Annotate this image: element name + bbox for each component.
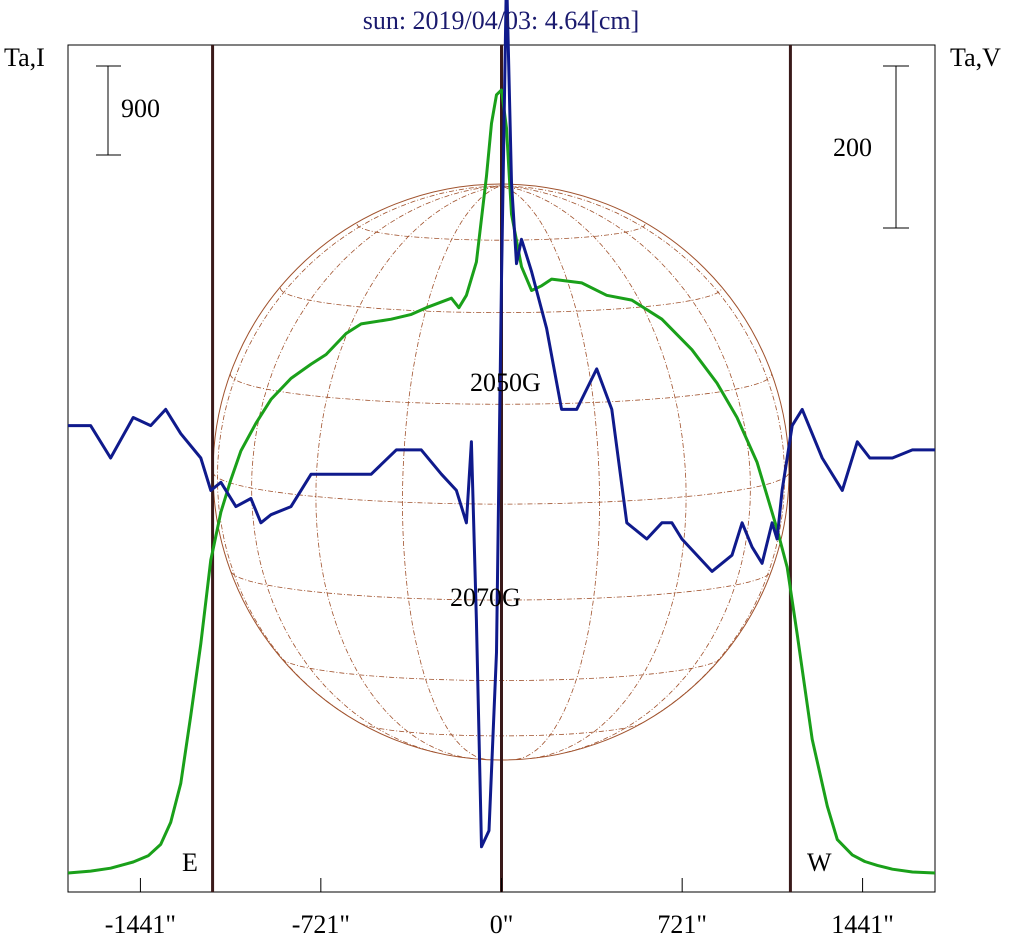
- longitude-line: [500, 185, 600, 760]
- polarization-series-line: [68, 0, 935, 849]
- x-tick-label: 0": [490, 910, 514, 939]
- intensity-series-line: [67, 88, 936, 875]
- east-label: E: [182, 848, 198, 877]
- x-tick-label: 1441": [831, 910, 894, 939]
- x-tick-labels: -1441" -721" 0" 721" 1441": [105, 910, 894, 939]
- longitude-line: [500, 185, 786, 716]
- min-field-label: 2070G: [450, 583, 521, 612]
- max-field-label: 2050G: [470, 368, 541, 397]
- longitude-line: [500, 185, 751, 753]
- x-tick-label: -721": [292, 910, 350, 939]
- latitude-line: [230, 374, 772, 405]
- west-label: W: [807, 848, 832, 877]
- series-layer: [67, 0, 936, 875]
- right-scale-label: 200: [833, 133, 872, 162]
- longitude-line: [500, 185, 687, 759]
- longitude-line: [402, 185, 502, 760]
- x-axis-ticks: [139, 878, 864, 892]
- x-tick-label: 721": [657, 910, 707, 939]
- x-tick-label: -1441": [105, 910, 176, 939]
- left-axis-label: Ta,I: [4, 43, 45, 72]
- longitude-line: [251, 185, 502, 753]
- right-scale-bar: [883, 65, 909, 229]
- chart-title: sun: 2019/04/03: 4.64[cm]: [363, 6, 640, 35]
- limb-lines: [211, 45, 792, 892]
- longitude-line: [216, 185, 502, 716]
- right-axis-label: Ta,V: [950, 43, 1001, 72]
- left-scale-label: 900: [121, 94, 160, 123]
- left-scale-bar: [96, 65, 121, 156]
